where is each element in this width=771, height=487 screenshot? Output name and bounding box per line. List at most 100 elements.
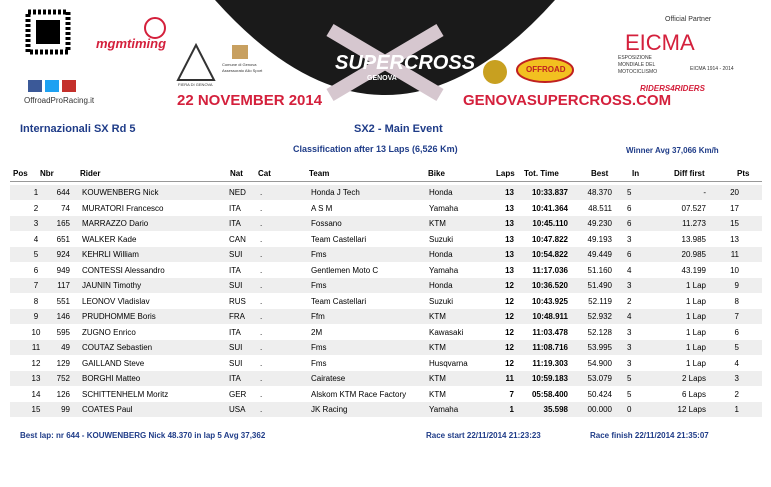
- event-title: Internazionali SX Rd 5: [20, 123, 136, 135]
- row-shade: [10, 216, 762, 231]
- eicma-sub: ESPOSIZIONE MONDIALE DEL MOTOCICLISMO: [618, 55, 658, 75]
- row-shade: [10, 402, 762, 417]
- table-cell: 595: [56, 327, 70, 337]
- table-cell: .: [260, 219, 263, 228]
- table-cell: ITA: [229, 219, 241, 228]
- table-cell: 5: [33, 250, 39, 259]
- table-cell: 13: [505, 219, 514, 228]
- table-cell: .: [260, 389, 263, 399]
- table-cell: 1 Lap: [685, 327, 706, 337]
- table-cell: 11:08.716: [532, 343, 568, 352]
- table-cell: KOUWENBERG Nick: [82, 188, 159, 197]
- table-cell: 126: [56, 389, 70, 399]
- table-cell: 48.370: [587, 188, 612, 197]
- table-cell: ITA: [229, 327, 241, 337]
- table-cell: 2M: [311, 327, 323, 337]
- table-cell: CAN: [229, 234, 246, 244]
- table-cell: Honda: [429, 188, 453, 197]
- qr-center: [36, 20, 60, 44]
- table-cell: 13.985: [681, 234, 706, 244]
- table-cell: 3: [627, 234, 632, 244]
- table-cell: 6: [627, 219, 632, 228]
- table-cell: .: [260, 250, 263, 259]
- table-cell: 49.449: [587, 250, 612, 259]
- table-cell: .: [260, 234, 263, 244]
- table-cell: 2 Laps: [681, 374, 706, 383]
- table-cell: 53.995: [587, 343, 612, 352]
- table-cell: KTM: [429, 219, 446, 228]
- table-cell: 752: [56, 374, 70, 383]
- table-cell: 129: [56, 358, 70, 368]
- table-cell: KTM: [429, 374, 446, 383]
- table-cell: GER: [229, 389, 247, 399]
- table-cell: -: [703, 188, 706, 197]
- table-cell: 07.527: [681, 203, 706, 213]
- table-cell: 2: [734, 389, 739, 399]
- table-cell: SUI: [229, 281, 243, 290]
- row-shade: [10, 247, 762, 262]
- table-cell: 53.079: [587, 374, 612, 383]
- table-cell: 12: [505, 296, 514, 306]
- table-cell: 17: [730, 203, 739, 213]
- race-start: Race start 22/11/2014 21:23:23: [426, 431, 541, 440]
- table-cell: 11:19.303: [532, 358, 568, 368]
- table-cell: 4: [627, 265, 632, 275]
- table-cell: 4: [33, 234, 39, 244]
- table-cell: 8: [33, 296, 39, 306]
- offroadpro-logo: OffroadProRacing.it: [24, 96, 95, 105]
- table-cell: 7: [33, 281, 39, 290]
- qr-code: [25, 9, 71, 55]
- table-cell: 12 Laps: [677, 405, 706, 414]
- table-cell: 13: [31, 374, 41, 383]
- table-cell: 74: [61, 203, 70, 213]
- event-date: 22 NOVEMBER 2014: [177, 92, 323, 109]
- column-header: Nbr: [40, 169, 54, 178]
- table-cell: .: [260, 296, 263, 306]
- table-cell: MARRAZZO Dario: [82, 219, 149, 228]
- table-cell: 12: [505, 358, 514, 368]
- table-cell: 3: [734, 374, 739, 383]
- table-cell: ITA: [229, 203, 241, 213]
- table-cell: 0: [627, 405, 632, 414]
- table-cell: 52.932: [587, 312, 612, 321]
- table-cell: 5: [734, 343, 739, 352]
- yt-icon: [62, 80, 76, 92]
- table-cell: 10: [730, 265, 739, 275]
- table-cell: 10:41.364: [531, 203, 568, 213]
- table-cell: BORGHI Matteo: [82, 374, 141, 383]
- table-cell: 11.273: [682, 219, 706, 228]
- event-site: GENOVASUPERCROSS.COM: [463, 92, 672, 109]
- table-cell: 2: [627, 296, 632, 306]
- table-cell: 10:59.183: [531, 374, 568, 383]
- offroad-badge: [516, 57, 574, 83]
- eicma-years: EICMA 1914 - 2014: [690, 66, 734, 72]
- eicma-logo: EICMA: [625, 30, 695, 55]
- row-shade: [10, 185, 762, 200]
- table-cell: Husqvarna: [429, 358, 468, 368]
- table-cell: 11: [505, 374, 514, 383]
- column-header: Nat: [230, 169, 243, 178]
- table-cell: 1: [33, 188, 39, 197]
- table-cell: NED: [229, 188, 246, 197]
- table-cell: 13: [730, 234, 739, 244]
- table-cell: 949: [56, 265, 70, 275]
- table-cell: 10:54.822: [531, 250, 568, 259]
- table-cell: 1 Lap: [685, 312, 706, 321]
- table-cell: 13: [505, 203, 514, 213]
- table-cell: 3: [627, 281, 632, 290]
- table-cell: 49.230: [587, 219, 612, 228]
- table-cell: Honda: [429, 281, 453, 290]
- column-header: Diff first: [674, 169, 705, 178]
- table-cell: Cairatese: [311, 374, 346, 383]
- table-cell: MURATORI Francesco: [82, 203, 164, 213]
- table-cell: 10:45.110: [532, 219, 568, 228]
- table-cell: 6: [734, 327, 739, 337]
- table-cell: Suzuki: [429, 234, 454, 244]
- column-header: Rider: [80, 169, 101, 178]
- table-cell: .: [260, 374, 263, 383]
- table-cell: 117: [57, 281, 70, 290]
- table-cell: 1: [734, 405, 739, 414]
- table-cell: 49.193: [587, 234, 612, 244]
